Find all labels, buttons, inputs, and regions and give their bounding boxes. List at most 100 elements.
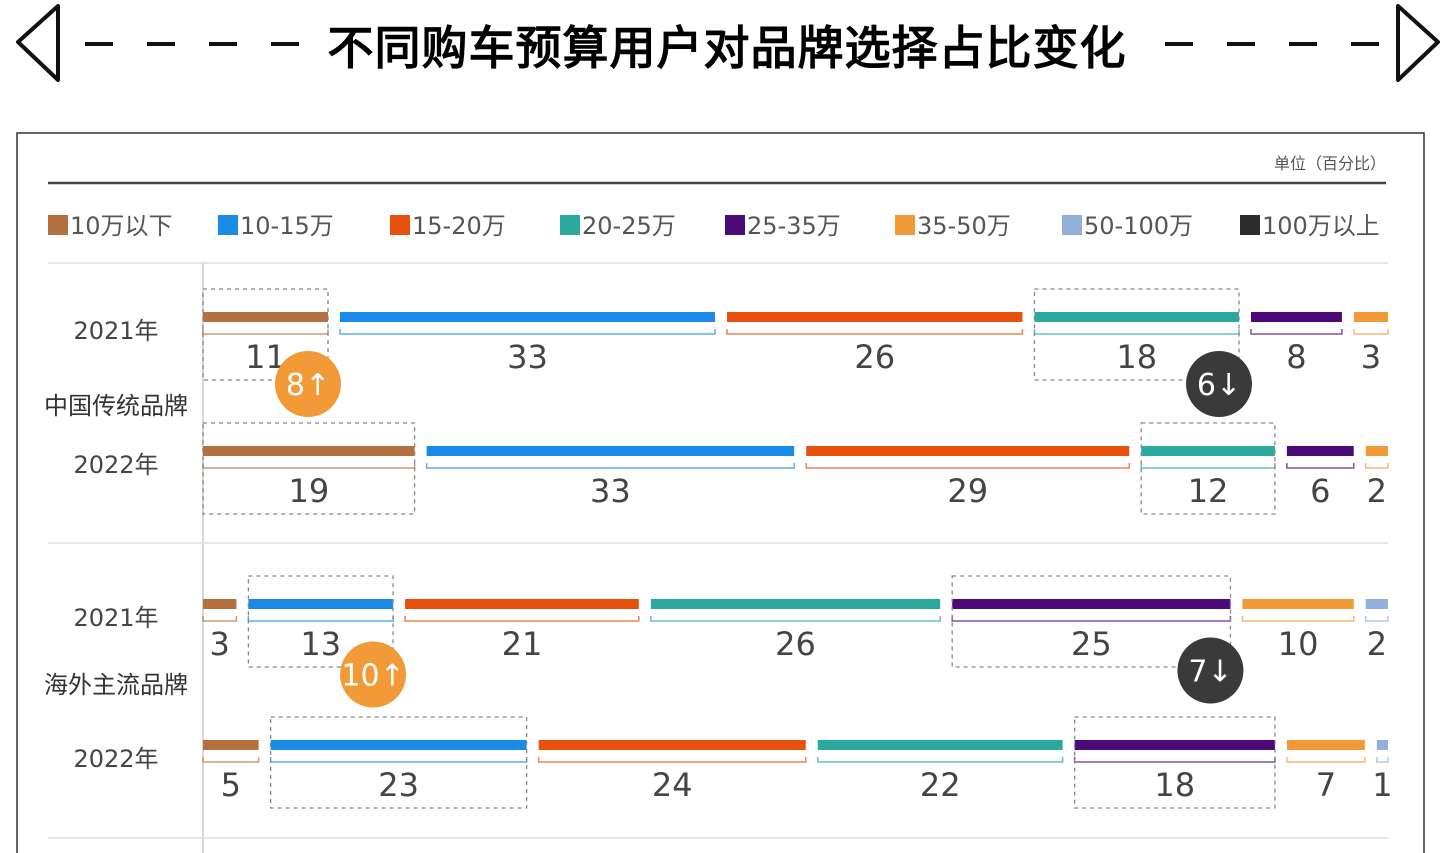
bar-segment xyxy=(1365,446,1388,456)
legend-swatch xyxy=(218,215,238,235)
bar-segment xyxy=(1376,740,1388,750)
bar-bracket xyxy=(1140,463,1276,469)
bar-segment xyxy=(203,599,237,609)
bar-bracket xyxy=(1286,463,1355,469)
bar-bracket xyxy=(202,757,260,763)
legend-swatch xyxy=(48,215,68,235)
data-label: 23 xyxy=(378,766,419,804)
highlight-box xyxy=(1073,716,1276,809)
data-label: 3 xyxy=(1361,338,1381,376)
legend-label: 25-35万 xyxy=(747,212,841,240)
legend-swatch xyxy=(1062,215,1082,235)
bar-segment xyxy=(340,312,715,322)
legend-swatch xyxy=(895,215,915,235)
unit-label: 单位（百分比） xyxy=(1274,154,1386,173)
bar-segment xyxy=(1286,740,1365,750)
bar-bracket xyxy=(1073,757,1276,763)
highlight-box xyxy=(202,422,416,515)
bar-segment xyxy=(1034,312,1239,322)
bar-segment xyxy=(203,446,415,456)
bar-bracket xyxy=(1364,463,1389,469)
bar-bracket xyxy=(202,463,416,469)
legend-label: 35-50万 xyxy=(917,212,1011,240)
data-label: 2 xyxy=(1367,625,1387,663)
group-label: 中国传统品牌 xyxy=(44,392,188,420)
bar-bracket xyxy=(650,616,941,622)
legend-label: 10万以下 xyxy=(70,212,173,240)
change-badge-down xyxy=(1177,637,1244,704)
bar-segment xyxy=(203,740,259,750)
bar-segment xyxy=(405,599,639,609)
bar-bracket xyxy=(951,616,1232,622)
bar-bracket xyxy=(1033,329,1240,335)
bar-segment xyxy=(426,446,795,456)
legend-label: 15-20万 xyxy=(412,212,506,240)
bar-segment xyxy=(1353,312,1388,322)
bar-segment xyxy=(952,599,1231,609)
change-badge-down xyxy=(1186,351,1252,417)
data-label: 3 xyxy=(210,625,230,663)
legend-label: 20-25万 xyxy=(582,212,676,240)
bar-bracket xyxy=(1250,329,1343,335)
data-label: 1 xyxy=(1372,766,1392,804)
bar-segment xyxy=(1286,446,1354,456)
bar-segment xyxy=(1074,740,1275,750)
bar-bracket xyxy=(1364,616,1389,622)
highlight-box xyxy=(202,288,329,381)
page-title: 不同购车预算用户对品牌选择占比变化 xyxy=(327,21,1127,75)
bar-bracket xyxy=(726,329,1024,335)
legend-label: 10-15万 xyxy=(240,212,334,240)
legend-swatch xyxy=(725,215,745,235)
legend-swatch xyxy=(560,215,580,235)
bar-bracket xyxy=(202,329,329,335)
row-year-label: 2021年 xyxy=(73,604,158,632)
change-badge-label: 7↓ xyxy=(1188,655,1232,690)
bar-segment xyxy=(806,446,1130,456)
data-label: 18 xyxy=(1154,766,1195,804)
bar-segment xyxy=(538,740,806,750)
bar-segment xyxy=(248,599,394,609)
next-arrow-icon xyxy=(1396,4,1440,82)
data-label: 2 xyxy=(1367,472,1387,510)
highlight-box xyxy=(269,716,528,809)
data-label: 6 xyxy=(1310,472,1330,510)
group-label: 海外主流品牌 xyxy=(44,671,188,699)
bar-segment xyxy=(1242,599,1354,609)
data-label: 25 xyxy=(1071,625,1112,663)
bar-bracket xyxy=(425,463,795,469)
row-year-label: 2022年 xyxy=(73,745,158,773)
data-label: 26 xyxy=(775,625,816,663)
bar-segment xyxy=(1141,446,1275,456)
bar-bracket xyxy=(805,463,1130,469)
highlight-box xyxy=(1033,288,1240,381)
data-label: 29 xyxy=(947,472,988,510)
data-label: 22 xyxy=(920,766,961,804)
bar-segment xyxy=(650,599,941,609)
highlight-box xyxy=(247,575,394,668)
legend-label: 100万以上 xyxy=(1262,212,1380,240)
data-label: 12 xyxy=(1188,472,1229,510)
data-label: 10 xyxy=(1278,625,1319,663)
change-badge-label: 8↑ xyxy=(286,368,330,403)
legend-swatch xyxy=(390,215,410,235)
data-label: 33 xyxy=(590,472,631,510)
data-label: 13 xyxy=(300,625,341,663)
change-badge-up xyxy=(340,641,407,708)
data-label: 21 xyxy=(502,625,543,663)
highlight-box xyxy=(951,575,1232,668)
bar-bracket xyxy=(817,757,1064,763)
change-badge-label: 10↑ xyxy=(341,659,404,694)
bar-bracket xyxy=(247,616,394,622)
bar-segment xyxy=(1251,312,1342,322)
bar-bracket xyxy=(404,616,640,622)
data-label: 18 xyxy=(1116,338,1157,376)
legend-label: 50-100万 xyxy=(1084,212,1193,240)
bar-segment xyxy=(727,312,1023,322)
data-label: 24 xyxy=(652,766,693,804)
data-label: 26 xyxy=(854,338,895,376)
bar-bracket xyxy=(202,616,238,622)
bar-segment xyxy=(817,740,1063,750)
bar-bracket xyxy=(537,757,807,763)
chart-card xyxy=(16,132,1425,853)
